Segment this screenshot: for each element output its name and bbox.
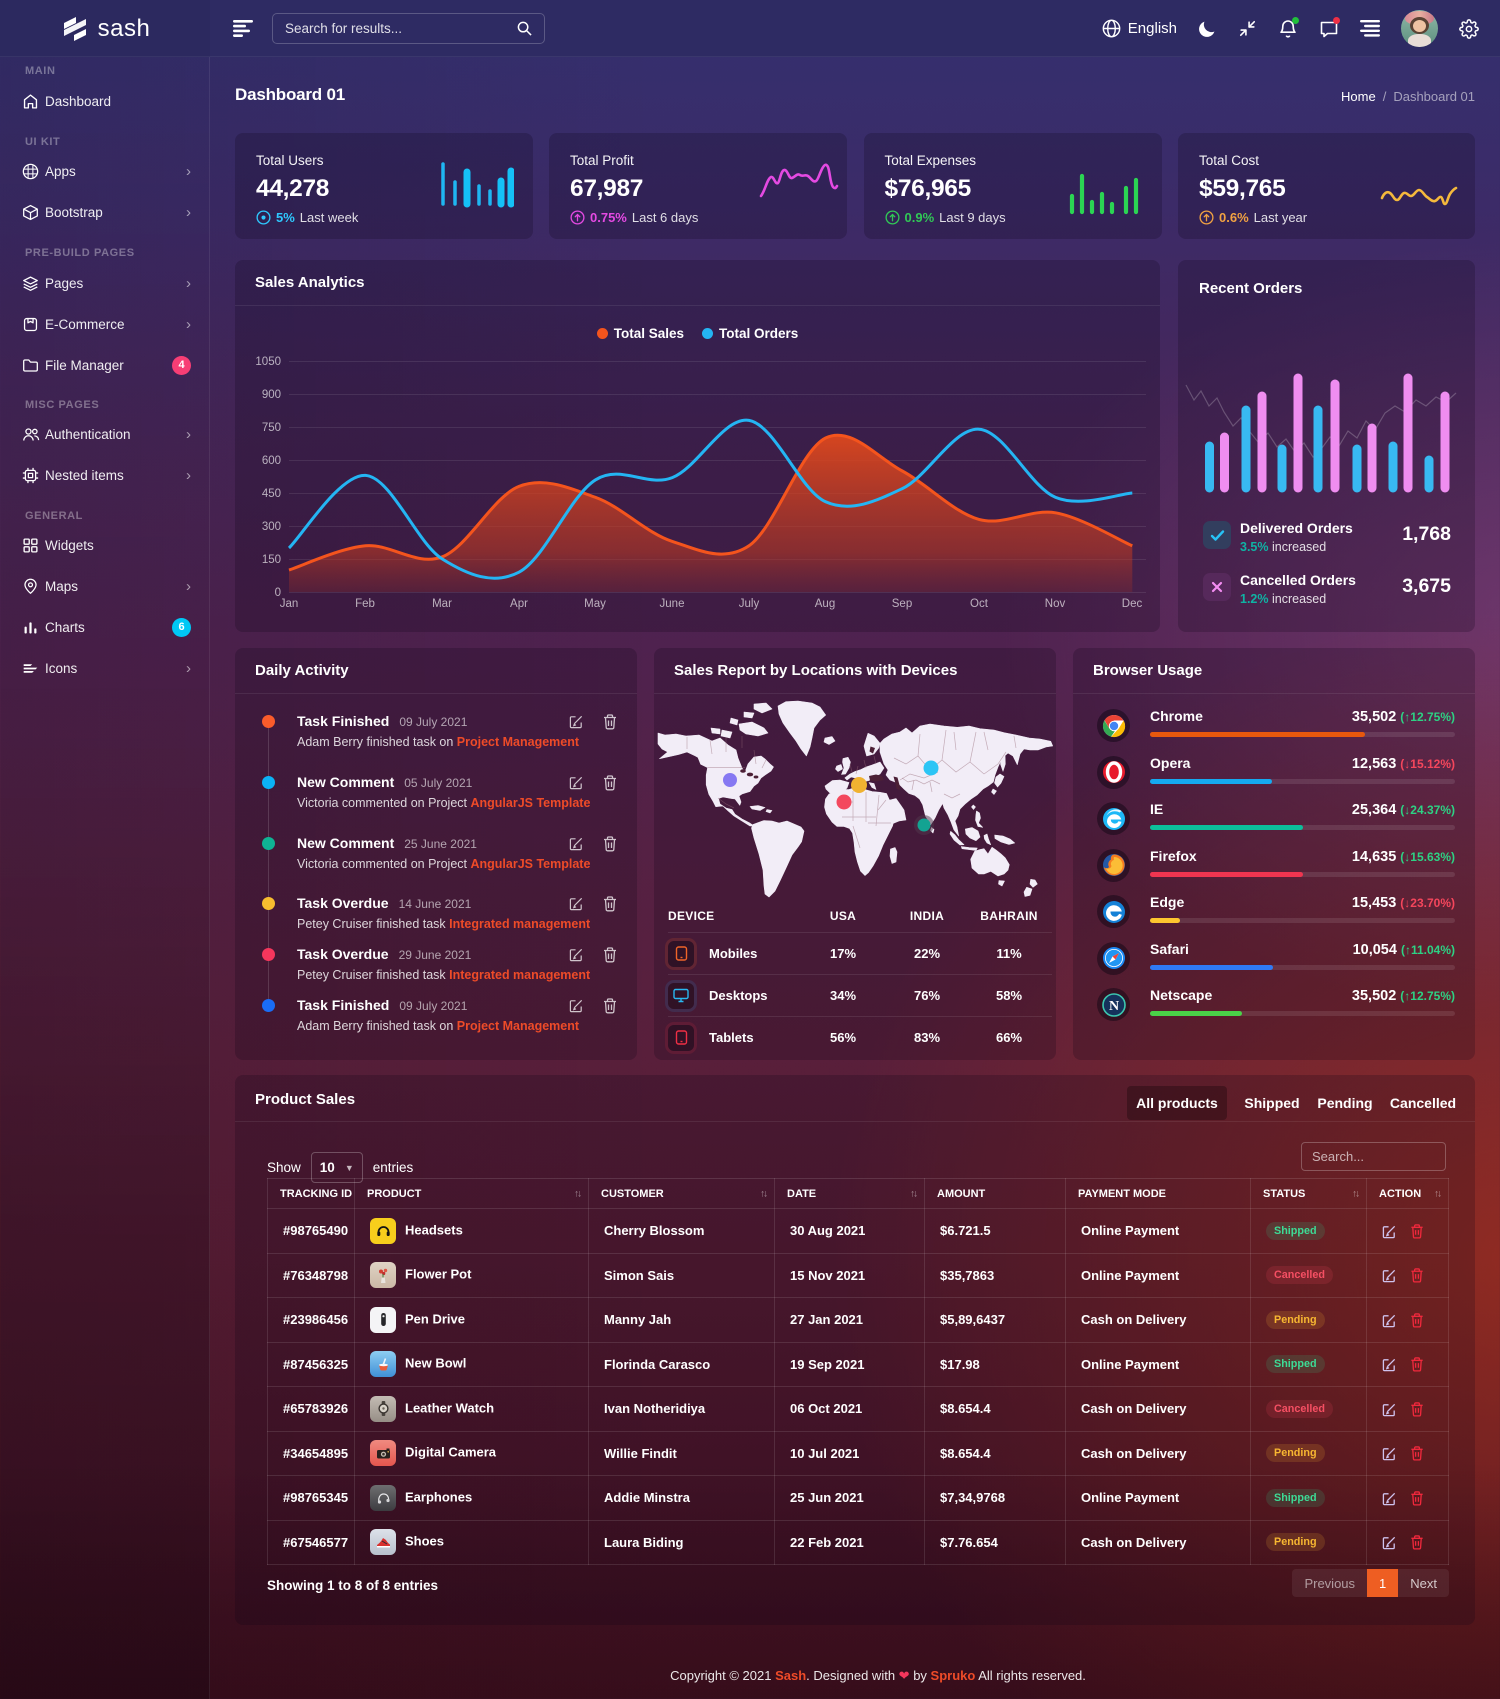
svg-text:1050: 1050 <box>255 356 281 368</box>
svg-text:900: 900 <box>262 389 281 401</box>
svg-text:600: 600 <box>262 455 281 467</box>
svg-text:Feb: Feb <box>355 598 375 610</box>
svg-text:150: 150 <box>262 554 281 566</box>
svg-text:Aug: Aug <box>815 598 835 610</box>
svg-text:Oct: Oct <box>970 598 989 610</box>
svg-text:N: N <box>1108 999 1118 1014</box>
svg-text:Sep: Sep <box>892 598 912 610</box>
svg-text:Nov: Nov <box>1045 598 1066 610</box>
svg-text:Apr: Apr <box>510 598 528 610</box>
svg-text:Mar: Mar <box>432 598 452 610</box>
svg-text:750: 750 <box>262 422 281 434</box>
svg-text:June: June <box>660 598 685 610</box>
svg-text:450: 450 <box>262 488 281 500</box>
svg-text:May: May <box>584 598 606 610</box>
svg-text:Jan: Jan <box>280 598 299 610</box>
svg-text:July: July <box>739 598 760 610</box>
svg-text:Dec: Dec <box>1122 598 1143 610</box>
svg-text:300: 300 <box>262 521 281 533</box>
svg-text:0: 0 <box>275 587 281 599</box>
